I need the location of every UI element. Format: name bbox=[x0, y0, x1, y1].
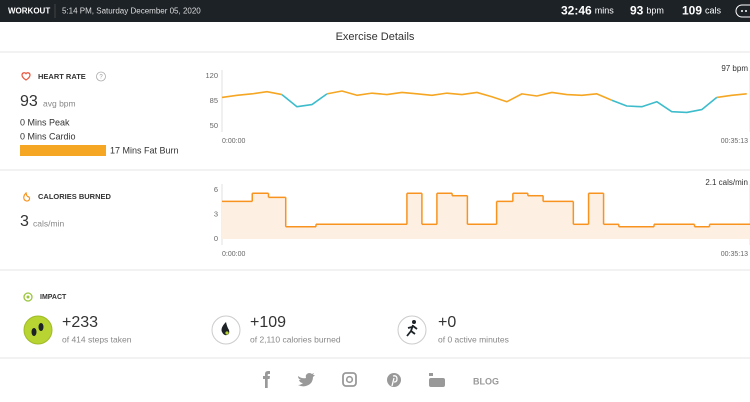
current-value-label: 97 bpm bbox=[721, 64, 748, 73]
foot-icon bbox=[31, 328, 37, 336]
zone-label: 0 Mins Peak bbox=[20, 117, 70, 127]
average-value: 3 bbox=[20, 213, 29, 230]
impact-icon bbox=[23, 292, 33, 302]
zone-label: 17 Mins Fat Burn bbox=[110, 145, 179, 155]
current-value-label: 2.1 cals/min bbox=[705, 178, 748, 187]
y-tick-label: 85 bbox=[210, 96, 218, 105]
calories-unit: cals bbox=[705, 6, 722, 16]
runner-body bbox=[406, 324, 418, 337]
impact-value: +233 bbox=[62, 314, 98, 331]
calories-value: 109 bbox=[682, 4, 702, 18]
header-heart-rate: 93 bpm bbox=[630, 4, 664, 18]
y-tick-label: 120 bbox=[205, 71, 218, 80]
heart-rate-line bbox=[221, 90, 747, 103]
help-text: ? bbox=[99, 75, 103, 81]
twitter-link[interactable] bbox=[298, 373, 315, 387]
x-tick-label: 0:00:00 bbox=[222, 251, 245, 258]
youtube-link[interactable] bbox=[429, 373, 433, 376]
impact-detail: of 2,110 calories burned bbox=[250, 334, 341, 344]
section-title: IMPACT bbox=[40, 294, 67, 301]
average-value: 93 bbox=[20, 93, 38, 110]
heart-rate-line bbox=[281, 93, 718, 114]
header-label: WORKOUT bbox=[8, 7, 50, 16]
facebook-link[interactable] bbox=[263, 371, 270, 388]
blog-link[interactable]: BLOG bbox=[473, 376, 499, 386]
y-tick-label: 3 bbox=[214, 209, 218, 218]
menu-button[interactable] bbox=[735, 4, 750, 18]
y-tick-label: 6 bbox=[214, 185, 218, 194]
menu-dot bbox=[741, 10, 743, 12]
runner-head bbox=[412, 320, 416, 324]
heart-icon bbox=[21, 72, 31, 81]
impact-value: +109 bbox=[250, 314, 286, 331]
impact-detail: of 414 steps taken bbox=[62, 334, 132, 344]
section-title: HEART RATE bbox=[38, 72, 86, 81]
area-fill bbox=[222, 193, 750, 239]
zone-label: 0 Mins Cardio bbox=[20, 131, 76, 141]
heart-rate-unit: bpm bbox=[646, 6, 664, 16]
page-title: Exercise Details bbox=[336, 31, 415, 43]
instagram-link[interactable] bbox=[342, 372, 357, 387]
steps-icon bbox=[23, 315, 53, 345]
header-calories: 109 cals bbox=[682, 4, 722, 18]
zone-bar bbox=[20, 145, 106, 156]
menu-dot bbox=[745, 10, 747, 12]
foot-icon bbox=[38, 323, 44, 331]
section-title: CALORIES BURNED bbox=[38, 192, 112, 201]
y-tick-label: 50 bbox=[210, 121, 218, 130]
duration-unit: mins bbox=[595, 6, 615, 16]
youtube-box bbox=[429, 378, 445, 387]
x-tick-label: 00:35:13 bbox=[721, 251, 748, 258]
header-datetime: 5:14 PM, Saturday December 05, 2020 bbox=[62, 7, 201, 16]
average-unit: cals/min bbox=[33, 218, 64, 228]
duration-value: 32:46 bbox=[561, 4, 592, 18]
flame-icon bbox=[23, 191, 31, 202]
pinterest-glyph bbox=[391, 375, 398, 387]
instagram-lens bbox=[345, 375, 354, 384]
x-tick-label: 00:35:13 bbox=[721, 138, 748, 145]
header-duration: 32:46 mins bbox=[561, 4, 614, 18]
y-tick-label: 0 bbox=[214, 234, 218, 243]
flame-core bbox=[225, 331, 229, 335]
impact-icon-dot bbox=[26, 295, 30, 299]
charts: 50 85 120 0:00:00 00:35:13 97 bpm 0 3 6 0:00:00 00… bbox=[205, 64, 750, 258]
x-tick-label: 0:00:00 bbox=[222, 138, 245, 145]
impact-value: +0 bbox=[438, 314, 456, 331]
header-bar bbox=[0, 0, 750, 22]
heart-rate-value: 93 bbox=[630, 4, 644, 18]
help-icon[interactable] bbox=[96, 71, 106, 82]
average-unit: avg bpm bbox=[43, 98, 76, 108]
impact-detail: of 0 active minutes bbox=[438, 334, 509, 344]
